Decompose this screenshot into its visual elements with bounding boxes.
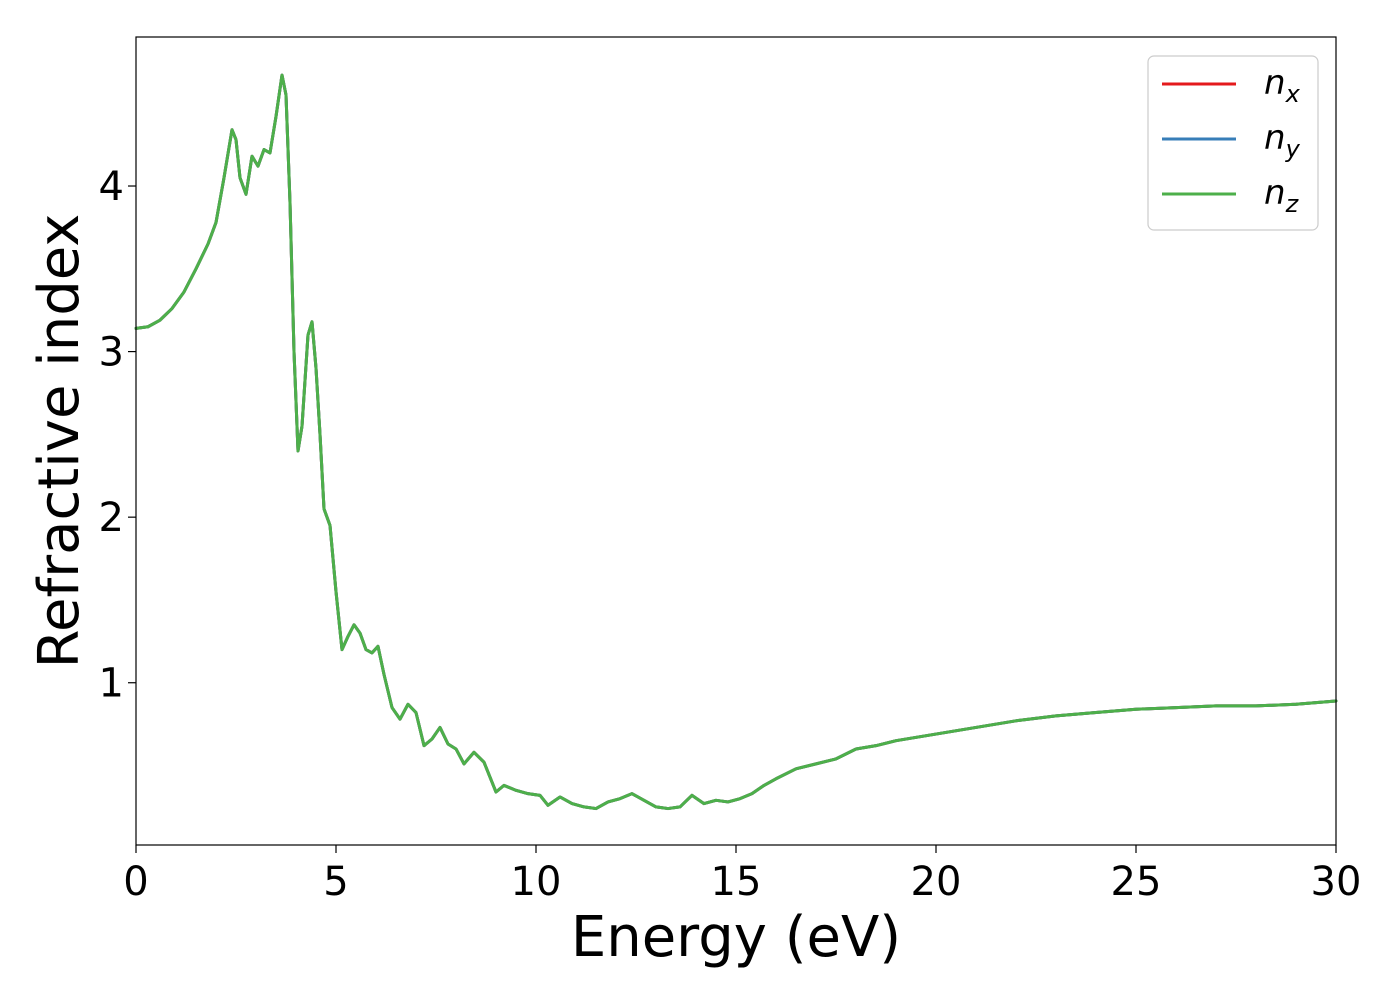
legend-label-n-x: nx xyxy=(1264,63,1301,108)
legend-label-n-y: ny xyxy=(1264,118,1301,163)
x-tick-label: 30 xyxy=(1311,859,1362,905)
legend-label-n-z: nz xyxy=(1264,173,1300,218)
series-line-n-z xyxy=(134,73,1338,811)
x-axis: 0 5 10 15 20 25 30 xyxy=(123,845,1361,905)
legend: nx ny nz xyxy=(1147,55,1319,231)
x-tick-label: 10 xyxy=(511,859,562,905)
series-layer xyxy=(134,73,1338,811)
y-tick-label: 1 xyxy=(99,661,124,707)
x-axis-label: Energy (eV) xyxy=(571,905,901,970)
y-axis: 1 2 3 4 xyxy=(99,164,136,707)
y-axis-label: Refractive index xyxy=(27,214,92,669)
x-tick-label: 20 xyxy=(911,859,962,905)
x-tick-label: 15 xyxy=(711,859,762,905)
x-tick-label: 5 xyxy=(323,859,348,905)
y-tick-label: 4 xyxy=(99,164,124,210)
x-tick-label: 25 xyxy=(1111,859,1162,905)
y-tick-label: 2 xyxy=(99,495,124,541)
x-tick-label: 0 xyxy=(123,859,148,905)
legend-box xyxy=(1147,55,1319,231)
y-tick-label: 3 xyxy=(99,330,124,376)
